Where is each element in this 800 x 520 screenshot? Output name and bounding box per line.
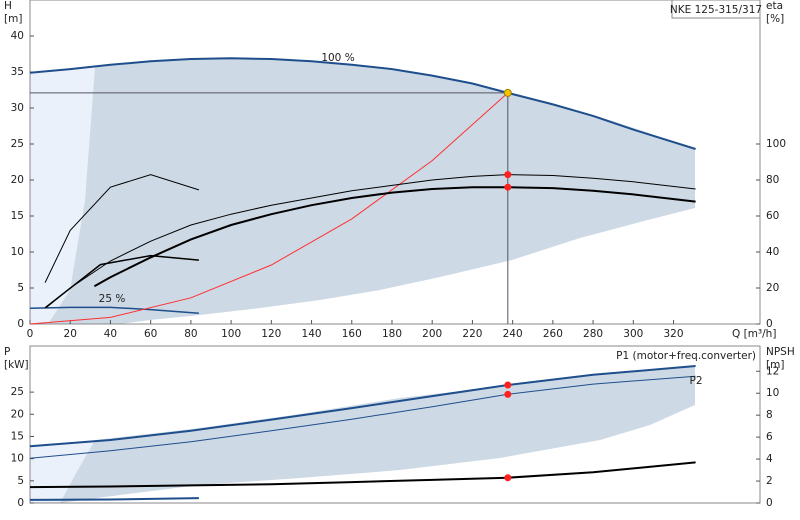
x-tick-label: 80	[184, 328, 197, 340]
curve	[44, 254, 199, 309]
plot-frame	[29, 345, 761, 504]
curve	[44, 174, 200, 283]
x-tick-label: 20	[64, 328, 77, 340]
y-axis-label: [kW]	[4, 359, 29, 371]
curve	[29, 461, 696, 489]
curve-label: 100 %	[321, 52, 354, 64]
power-range	[60, 366, 695, 503]
curve	[29, 365, 696, 448]
curve	[29, 497, 199, 501]
y-axis-label: [m]	[4, 13, 22, 25]
y-tick-label: 0	[17, 497, 24, 509]
y2-tick-label: 100	[766, 138, 786, 150]
y-tick-label: 35	[11, 66, 24, 78]
y2-tick-label: 20	[766, 282, 779, 294]
y-tick-label: 20	[11, 408, 24, 420]
x-tick-label: 180	[382, 328, 402, 340]
y-axis-label: H	[4, 0, 12, 12]
x-tick-label: 320	[664, 328, 684, 340]
x-tick-label: 220	[462, 328, 482, 340]
x-tick-label: 120	[261, 328, 281, 340]
chart-title: NKE 125-315/317	[670, 4, 762, 16]
y2-tick-label: 10	[766, 387, 779, 399]
y2-axis-label: NPSH	[766, 346, 795, 358]
curve	[29, 92, 509, 325]
y2-tick-label: 4	[766, 453, 773, 465]
y-tick-label: 5	[17, 282, 24, 294]
y2-tick-label: 60	[766, 210, 779, 222]
y2-tick-label: 6	[766, 431, 773, 443]
x-tick-label: 100	[221, 328, 241, 340]
x-tick-label: 40	[104, 328, 117, 340]
curve	[29, 375, 696, 459]
x-axis-label: Q [m³/h]	[732, 328, 776, 340]
y-tick-label: 10	[11, 453, 24, 465]
y-tick-label: 10	[11, 246, 24, 258]
operating-point	[504, 474, 512, 482]
y-tick-label: 5	[17, 475, 24, 487]
y2-axis-label: [m]	[766, 359, 784, 371]
y2-tick-label: 80	[766, 174, 779, 186]
operating-point	[504, 381, 512, 389]
title-box	[671, 0, 761, 19]
curve	[93, 186, 696, 288]
curve-label: P1 (motor+freq.converter)	[616, 350, 756, 362]
y-axis-label: P	[4, 346, 10, 358]
plot-frame	[29, 0, 761, 325]
x-tick-label: 300	[623, 328, 643, 340]
curve	[29, 57, 696, 150]
y2-axis-label: eta	[766, 0, 783, 12]
operating-point	[504, 390, 512, 398]
y2-tick-label: 12	[766, 365, 779, 377]
x-tick-label: 160	[342, 328, 362, 340]
curve	[29, 306, 199, 314]
y2-tick-label: 0	[766, 497, 773, 509]
x-tick-label: 200	[422, 328, 442, 340]
x-tick-label: 60	[144, 328, 157, 340]
operating-range	[48, 58, 695, 324]
y2-tick-label: 40	[766, 246, 779, 258]
y-tick-label: 30	[11, 102, 24, 114]
y-tick-label: 20	[11, 174, 24, 186]
operating-point	[504, 171, 512, 179]
operating-range-light	[30, 67, 95, 324]
y2-axis-label: [%]	[766, 13, 784, 25]
y-tick-label: 25	[11, 386, 24, 398]
x-tick-label: 240	[503, 328, 523, 340]
operating-point	[504, 183, 512, 191]
operating-point	[503, 88, 512, 97]
y-tick-label: 0	[17, 318, 24, 330]
y2-tick-label: 0	[766, 318, 773, 330]
y-tick-label: 25	[11, 138, 24, 150]
y-tick-label: 15	[11, 430, 24, 442]
x-tick-label: 140	[302, 328, 322, 340]
y-tick-label: 40	[11, 30, 24, 42]
x-tick-label: 260	[543, 328, 563, 340]
curve-label: P2	[689, 375, 702, 387]
y-tick-label: 15	[11, 210, 24, 222]
y2-tick-label: 2	[766, 475, 773, 487]
curve	[45, 174, 696, 309]
curve-label: 25 %	[99, 293, 126, 305]
y2-tick-label: 8	[766, 409, 773, 421]
x-tick-label: 280	[583, 328, 603, 340]
x-tick-label: 0	[27, 328, 34, 340]
